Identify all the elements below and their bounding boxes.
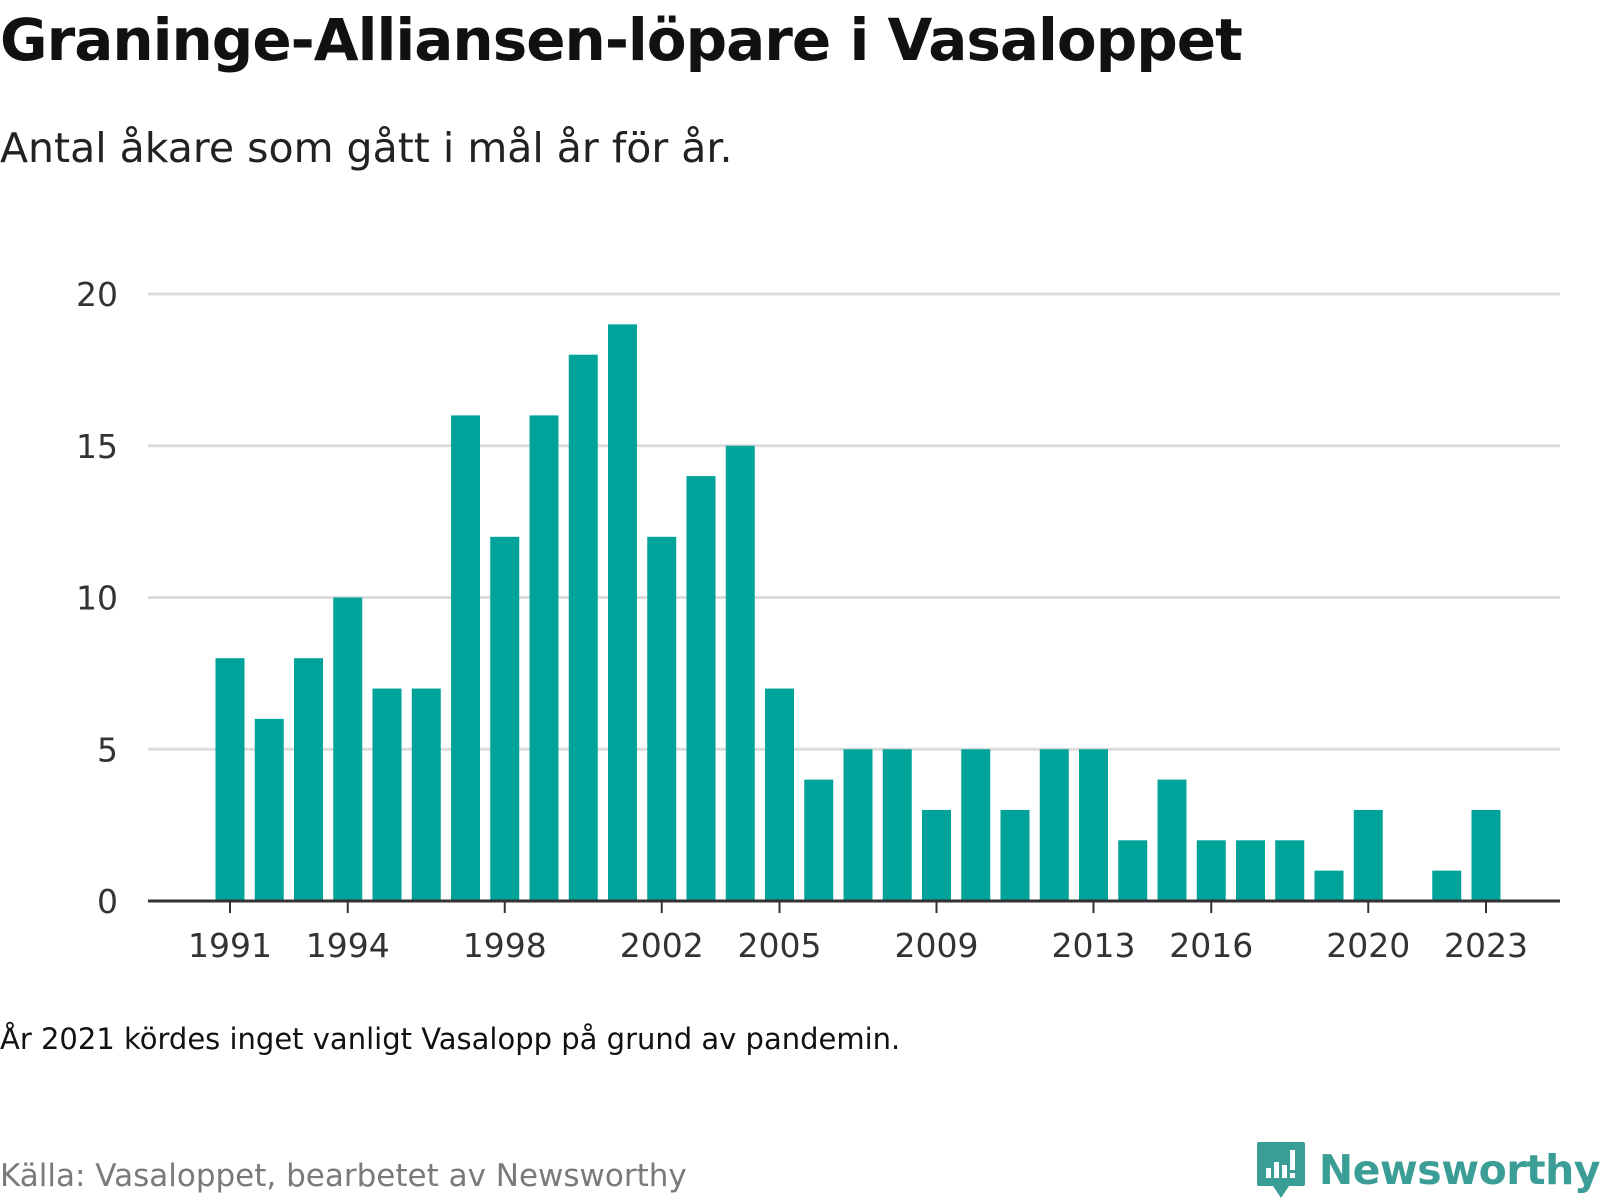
- bar-2016: [1196, 840, 1226, 901]
- y-tick-label: 15: [76, 427, 118, 466]
- y-tick-label: 20: [76, 275, 118, 314]
- bar-2007: [843, 749, 873, 901]
- x-tick-label: 2002: [620, 926, 704, 960]
- y-tick-label: 5: [97, 730, 118, 769]
- bar-2023: [1471, 809, 1501, 901]
- x-tick-label: 1991: [188, 926, 272, 960]
- bar-2018: [1275, 840, 1305, 901]
- x-tick-label: 1994: [306, 926, 390, 960]
- bar-1991: [215, 658, 245, 901]
- x-tick-label: 2016: [1169, 926, 1253, 960]
- brand-name: Newsworthy: [1318, 1146, 1600, 1194]
- bar-1999: [529, 415, 559, 901]
- bar-1998: [490, 536, 520, 901]
- chart-title: Graninge-Alliansen-löpare i Vasaloppet: [0, 6, 1243, 74]
- bar-2019: [1314, 870, 1344, 901]
- bar-2006: [804, 779, 834, 901]
- source-text: Källa: Vasaloppet, bearbetet av Newswort…: [0, 1158, 687, 1194]
- x-tick-label: 2013: [1052, 926, 1136, 960]
- bar-2022: [1432, 870, 1462, 901]
- bar-2015: [1157, 779, 1187, 901]
- bar-chart: 0 5 10 15 20 1991 1994 1998 2002 2005 2009 2013 201…: [76, 275, 1560, 960]
- bar-2009: [922, 809, 951, 901]
- bar-2013: [1079, 749, 1108, 901]
- bar-2005: [765, 688, 794, 901]
- bar-2002: [647, 536, 677, 901]
- newsworthy-logo-icon: [1256, 1142, 1305, 1198]
- x-tick-label: 2005: [738, 926, 822, 960]
- bar-1993: [294, 658, 323, 901]
- bar-2014: [1118, 840, 1148, 901]
- bar-1992: [254, 718, 284, 901]
- bar-2010: [961, 749, 991, 901]
- bar-2017: [1236, 840, 1265, 901]
- bar-1996: [411, 688, 441, 901]
- bar-2001: [608, 324, 637, 902]
- x-tick-label: 2023: [1444, 926, 1528, 960]
- bar-1995: [372, 688, 402, 901]
- x-tick-label: 2020: [1326, 926, 1410, 960]
- x-tick-label: 2009: [895, 926, 979, 960]
- bar-2008: [882, 749, 912, 901]
- bar-2003: [686, 476, 716, 901]
- x-axis-ticks: 1991 1994 1998 2002 2005 2009 2013 2016 2020 2023: [188, 901, 1528, 960]
- bar-2011: [1000, 809, 1030, 901]
- bar-2020: [1353, 809, 1383, 901]
- brand: Newsworthy: [1255, 1140, 1600, 1200]
- bar-1997: [451, 415, 480, 901]
- chart-subtitle: Antal åkare som gått i mål år för år.: [0, 124, 733, 172]
- bar-1994: [333, 597, 363, 901]
- chart-note: År 2021 kördes inget vanligt Vasalopp på…: [0, 1022, 901, 1056]
- bar-2012: [1039, 749, 1069, 901]
- x-tick-label: 1998: [463, 926, 547, 960]
- y-tick-label: 10: [76, 579, 118, 618]
- bar-2004: [725, 445, 755, 901]
- bar-2000: [568, 354, 598, 901]
- y-tick-label: 0: [97, 882, 118, 921]
- bars: [215, 324, 1501, 902]
- y-axis-ticks: 0 5 10 15 20: [76, 275, 118, 921]
